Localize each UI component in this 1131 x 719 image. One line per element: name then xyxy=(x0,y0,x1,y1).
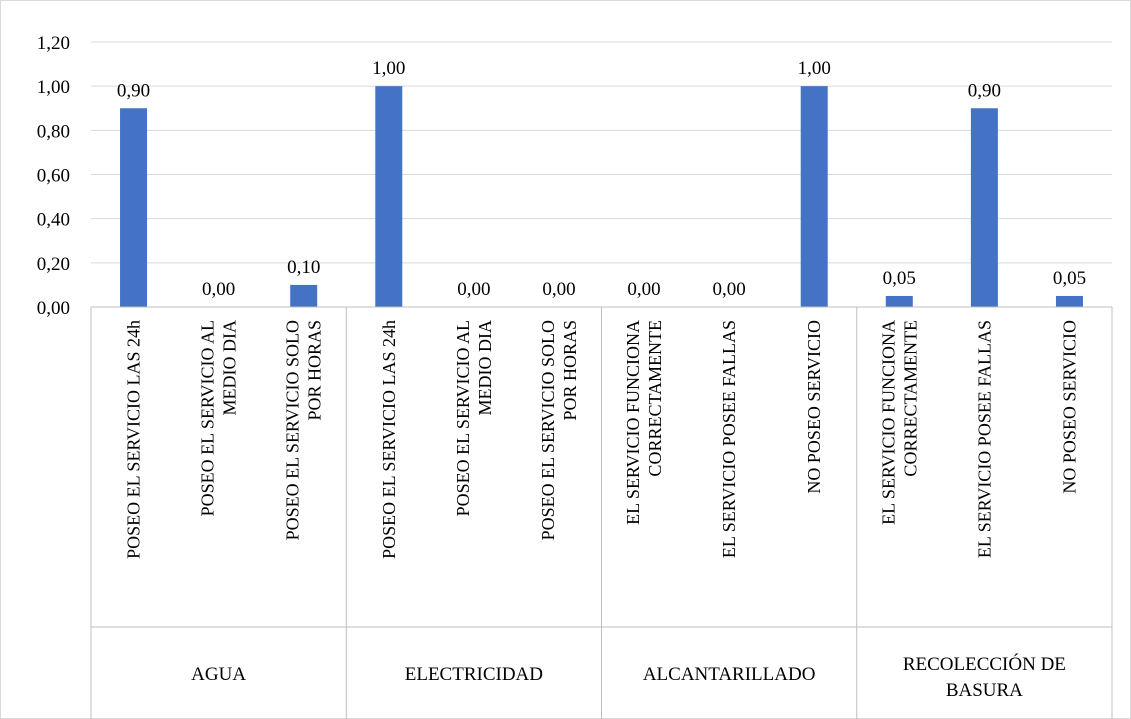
y-tick-label: 0,80 xyxy=(37,121,70,142)
category-label-line: POSEO EL SERVICIO AL xyxy=(198,320,218,516)
data-label: 1,00 xyxy=(798,58,831,79)
y-tick-label: 0,60 xyxy=(37,166,70,187)
category-label-line: POSEO EL SERVICIO LAS 24h xyxy=(124,320,144,559)
category-label: NO POSEO SERVICIO xyxy=(1059,320,1079,494)
axis-lines xyxy=(90,306,1113,719)
category-label-line: EL SERVICIO FUNCIONA xyxy=(878,320,898,525)
category-label-line: NO POSEO SERVICIO xyxy=(804,320,824,494)
data-label: 0,90 xyxy=(117,80,150,101)
category-label: POSEO EL SERVICIO LAS 24h xyxy=(124,320,144,559)
data-label: 0,00 xyxy=(202,279,235,300)
data-label: 0,90 xyxy=(968,80,1001,101)
category-label: POSEO EL SERVICIO LAS 24h xyxy=(379,320,399,559)
y-tick-label: 1,00 xyxy=(37,77,70,98)
bar xyxy=(885,295,913,307)
bar xyxy=(375,86,403,308)
bar xyxy=(120,108,148,307)
category-label-line: CORRECTAMENTE xyxy=(900,320,920,477)
data-label: 0,00 xyxy=(457,279,490,300)
y-tick-label: 1,20 xyxy=(37,33,70,54)
y-tick-label: 0,40 xyxy=(37,210,70,231)
category-label-line: POSEO EL SERVICIO AL xyxy=(453,320,473,516)
data-label: 0,05 xyxy=(883,268,916,289)
category-label: EL SERVICIO POSEE FALLAS xyxy=(974,320,994,558)
gridlines xyxy=(91,41,1112,264)
group-label: AGUA xyxy=(191,664,246,685)
data-label: 0,00 xyxy=(713,279,746,300)
y-tick-label: 0,00 xyxy=(37,298,70,319)
category-label-line: EL SERVICIO POSEE FALLAS xyxy=(719,320,739,558)
bar xyxy=(290,284,318,307)
category-label-line: MEDIO DIA xyxy=(475,320,495,415)
group-label-line: ELECTRICIDAD xyxy=(405,664,543,685)
category-labels: POSEO EL SERVICIO LAS 24h POSEO EL SERVIC… xyxy=(124,320,1080,559)
group-label: ALCANTARILLADO xyxy=(643,664,816,685)
category-label-line: EL SERVICIO FUNCIONA xyxy=(623,320,643,525)
data-label: 1,00 xyxy=(372,58,405,79)
data-label: 0,00 xyxy=(627,279,660,300)
category-label-line: NO POSEO SERVICIO xyxy=(1059,320,1079,494)
category-label-line: MEDIO DIA xyxy=(220,320,240,415)
category-label: NO POSEO SERVICIO xyxy=(804,320,824,494)
data-label: 0,05 xyxy=(1053,268,1086,289)
category-label-line: POR HORAS xyxy=(560,320,580,421)
group-label-line: ALCANTARILLADO xyxy=(643,664,816,685)
category-label: POSEO EL SERVICIO AL MEDIO DIA xyxy=(198,320,240,516)
category-label-line: CORRECTAMENTE xyxy=(645,320,665,477)
bar xyxy=(970,108,998,307)
group-label-line: RECOLECCIÓN DE xyxy=(903,653,1066,675)
category-label: POSEO EL SERVICIO SOLO POR HORAS xyxy=(538,320,580,540)
category-label-line: POSEO EL SERVICIO LAS 24h xyxy=(379,320,399,559)
data-label: 0,10 xyxy=(287,257,320,278)
category-label-line: EL SERVICIO POSEE FALLAS xyxy=(974,320,994,558)
group-label-line: AGUA xyxy=(191,664,246,685)
category-label-line: POSEO EL SERVICIO SOLO xyxy=(283,320,303,540)
bar xyxy=(1055,295,1083,307)
bar xyxy=(800,86,828,308)
group-label: RECOLECCIÓN DE BASURA xyxy=(903,653,1066,701)
group-label-line: BASURA xyxy=(946,680,1023,701)
category-label-line: POR HORAS xyxy=(305,320,325,421)
category-label: POSEO EL SERVICIO AL MEDIO DIA xyxy=(453,320,495,516)
group-label: ELECTRICIDAD xyxy=(405,664,543,685)
category-label: EL SERVICIO FUNCIONA CORRECTAMENTE xyxy=(623,320,665,525)
category-label: POSEO EL SERVICIO SOLO POR HORAS xyxy=(283,320,325,540)
y-axis-tick-labels: 0,00 0,20 0,40 0,60 0,80 1,00 1,20 xyxy=(37,33,70,319)
data-label: 0,00 xyxy=(542,279,575,300)
category-label: EL SERVICIO FUNCIONA CORRECTAMENTE xyxy=(878,320,920,525)
y-tick-label: 0,20 xyxy=(37,254,70,275)
group-labels: AGUA ELECTRICIDAD ALCANTARILLADO RECOLECCIÓ… xyxy=(191,653,1066,701)
data-labels: 0,90 0,00 0,10 1,00 0,00 0,00 0,00 0,00 1,00 0,05… xyxy=(117,58,1086,300)
category-label-line: POSEO EL SERVICIO SOLO xyxy=(538,320,558,540)
bars xyxy=(120,86,1083,308)
category-label: EL SERVICIO POSEE FALLAS xyxy=(719,320,739,558)
